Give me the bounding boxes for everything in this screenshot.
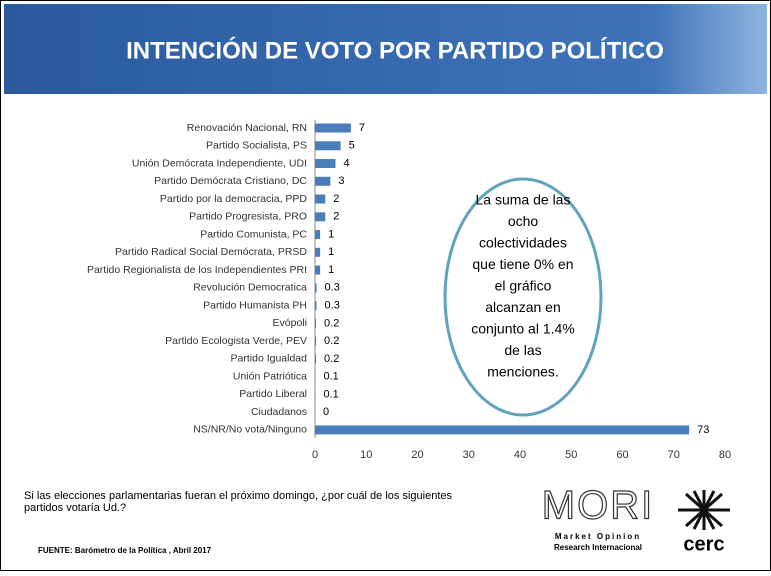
x-tick-label: 40	[514, 449, 526, 461]
cerc-burst	[678, 490, 730, 530]
bar	[315, 301, 317, 311]
y-tick-label: NS/NR/No vota/Ninguno	[193, 424, 307, 436]
value-label: 2	[333, 193, 339, 205]
bar	[315, 212, 326, 222]
y-tick-label: Partido Radical Social Demócrata, PRSD	[115, 246, 307, 258]
source: FUENTE: Barómetro de la Política , Abril…	[38, 546, 212, 555]
x-tick-label: 10	[360, 449, 372, 461]
x-tick-label: 50	[565, 449, 577, 461]
bar	[315, 123, 351, 133]
value-label: 7	[359, 122, 365, 134]
y-tick-label: Unión Demócrata Independiente, UDI	[132, 157, 307, 169]
value-label: 0.3	[325, 300, 340, 312]
bar	[315, 425, 690, 435]
bar	[315, 265, 321, 275]
annotation-line: menciones.	[487, 364, 559, 380]
bar	[315, 336, 317, 346]
annotation-line: que tiene 0% en	[472, 256, 573, 272]
bar	[315, 194, 326, 204]
y-tick-label: Partido Comunista, PC	[200, 228, 307, 240]
annotation-ellipse	[443, 177, 603, 417]
value-label: 0.3	[325, 282, 340, 294]
annotation-line: el gráfico	[495, 278, 552, 294]
y-tick-label: Partido Igualdad	[231, 353, 308, 365]
x-tick-label: 20	[411, 449, 423, 461]
mori-line: Research Internacional	[554, 543, 642, 552]
bar	[315, 318, 317, 328]
y-tick-label: Partido Progresista, PRO	[189, 211, 307, 223]
bar	[315, 230, 321, 240]
bar	[315, 389, 316, 399]
bar	[315, 176, 331, 186]
value-label: 73	[697, 424, 709, 436]
value-label: 2	[333, 211, 339, 223]
mori-line: Market Opinion	[555, 532, 641, 541]
annotation-line: colectividades	[479, 235, 567, 251]
bar	[315, 141, 341, 151]
y-tick-label: Unión Patriótica	[233, 370, 307, 382]
annotation-line: conjunto al 1.4%	[471, 321, 575, 337]
annotation-line: La suma de las	[476, 192, 571, 208]
value-label: 3	[338, 175, 344, 187]
x-tick-label: 80	[719, 449, 731, 461]
x-tick-label: 60	[616, 449, 628, 461]
value-label: 1	[328, 264, 334, 276]
bar	[315, 247, 321, 257]
value-label: 0	[323, 406, 329, 418]
value-label: 0.2	[324, 335, 339, 347]
y-tick-label: Partido Humanista PH	[203, 299, 307, 311]
value-label: 0.2	[324, 317, 339, 329]
y-tick-label: Partido Regionalista de los Independient…	[87, 264, 307, 276]
y-tick-label: Revolución Democratica	[193, 282, 307, 294]
bar	[315, 159, 336, 169]
chart-title: INTENCIÓN DE VOTO POR PARTIDO POLÍTICO	[126, 36, 664, 64]
value-label: 5	[349, 140, 355, 152]
bar	[315, 372, 316, 382]
y-tick-label: Partido Socialista, PS	[206, 140, 307, 152]
y-tick-label: Partido Liberal	[239, 388, 307, 400]
value-label: 0.1	[324, 371, 339, 383]
y-tick-label: Partido Ecologista Verde, PEV	[165, 335, 307, 347]
value-label: 1	[328, 246, 334, 258]
value-label: 1	[328, 228, 334, 240]
x-tick-label: 0	[312, 449, 318, 461]
value-label: 0.2	[324, 353, 339, 365]
cerc-logo: cerc	[683, 533, 724, 555]
y-tick-label: Renovación Nacional, RN	[187, 122, 307, 134]
question-line: Si las elecciones parlamentarias fueran …	[24, 490, 453, 502]
title-banner	[4, 4, 767, 94]
question-line: partidos votaría Ud.?	[24, 502, 126, 514]
bar	[315, 283, 317, 293]
mori-logo: MORI	[542, 484, 654, 528]
value-label: 0.1	[324, 388, 339, 400]
annotation-line: de las	[504, 342, 541, 358]
y-tick-label: Partido Demócrata Cristiano, DC	[154, 175, 307, 187]
annotation-line: ocho	[508, 213, 539, 229]
y-tick-label: Partido por la democracia, PPD	[160, 193, 307, 205]
annotation-line: alcanzan en	[485, 299, 561, 315]
bar	[315, 354, 317, 364]
y-tick-label: Ciudadanos	[251, 406, 307, 418]
y-tick-label: Evópoli	[273, 317, 307, 329]
value-label: 4	[344, 157, 350, 169]
x-tick-label: 70	[668, 449, 680, 461]
x-tick-label: 30	[463, 449, 475, 461]
